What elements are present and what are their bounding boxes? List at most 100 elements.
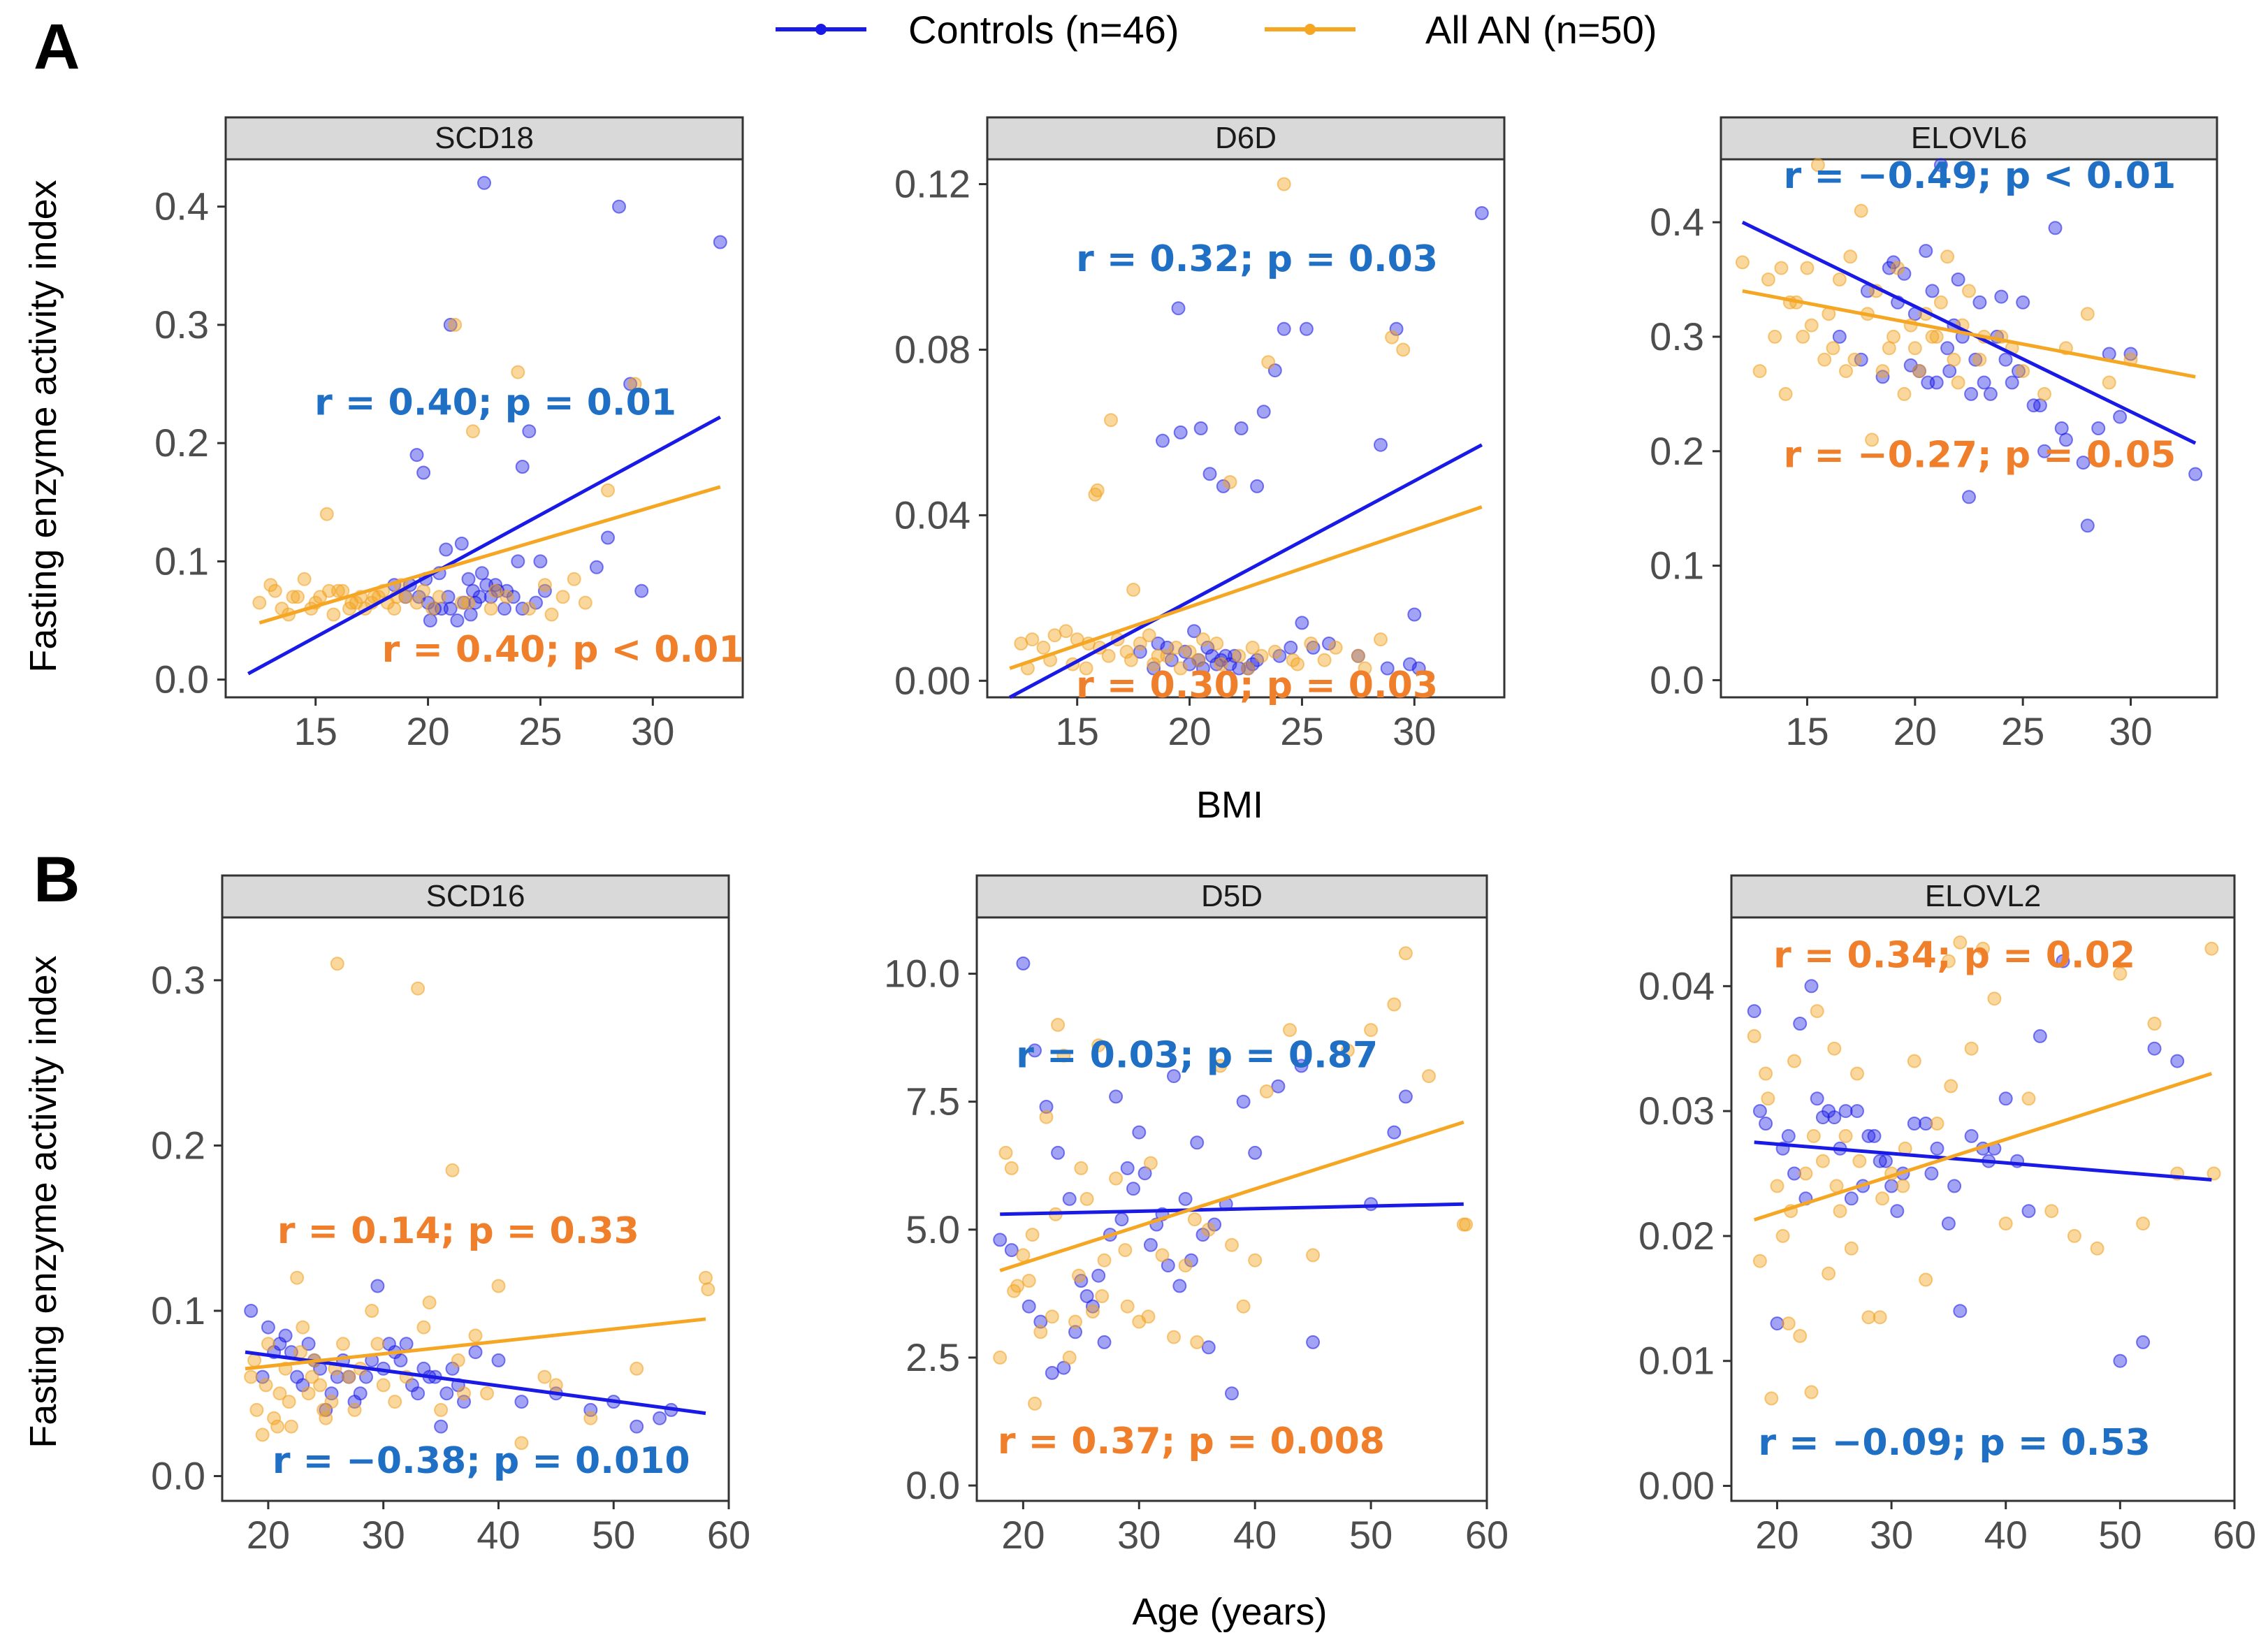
an-point	[1843, 249, 1858, 264]
an-point	[1865, 433, 1880, 447]
x-tick-label: 25	[2001, 709, 2044, 753]
an-fit-line-elovl6	[1742, 289, 2196, 379]
controls-point	[1850, 1104, 1864, 1119]
controls-point	[370, 1279, 385, 1293]
an-point	[1761, 273, 1775, 286]
an-point	[282, 1395, 296, 1409]
controls-point	[261, 1320, 275, 1335]
panels: SCD18 15 20 25 30 0.0 0.1 0.2 0.3 0.4 r = 0.40; p …	[151, 116, 2256, 1557]
an-point	[1798, 1166, 1813, 1181]
an-point	[1004, 1161, 1019, 1175]
an-point	[313, 1378, 328, 1393]
controls-point	[1172, 1279, 1187, 1293]
an-point	[1085, 1305, 1100, 1319]
y-tick-label: 0.4	[154, 184, 209, 228]
controls-point	[1039, 1100, 1054, 1114]
an-point	[1387, 997, 1402, 1012]
panel-title-elovl6: ELOVL6	[1911, 121, 2027, 155]
an-point	[1133, 637, 1147, 651]
controls-point	[1143, 1237, 1158, 1252]
an-point	[1245, 640, 1260, 655]
controls-fit-line-elovl2	[1754, 1140, 2212, 1182]
controls-point	[1080, 1289, 1094, 1303]
panel-strip-d6d	[986, 116, 1506, 161]
an-point	[537, 1370, 552, 1384]
an-point	[1822, 1266, 1836, 1281]
controls-point	[255, 1370, 270, 1384]
x-tick-label: 30	[362, 1513, 405, 1557]
an-point	[1039, 1110, 1054, 1124]
controls-point	[1380, 661, 1395, 676]
controls-point	[1147, 661, 1161, 676]
x-tick-label: 15	[1785, 709, 1829, 753]
y-tick-label: 0.02	[1638, 1214, 1715, 1258]
controls-point	[1294, 1059, 1309, 1073]
an-point	[2113, 966, 2128, 981]
controls-point	[1295, 616, 1309, 630]
an-point	[1259, 1084, 1274, 1098]
an-point	[1781, 1316, 1796, 1331]
an-point	[1912, 364, 1926, 379]
y-tick-label: 0.0	[154, 658, 209, 702]
plot-area-elovl6	[1720, 158, 2218, 699]
an-point	[2044, 1204, 2059, 1219]
controls-point	[244, 1304, 259, 1318]
controls-point	[1822, 1104, 1836, 1119]
an-point	[1833, 1204, 1847, 1219]
an-point	[388, 1395, 402, 1409]
controls-fit-line-d6d	[1009, 443, 1483, 699]
an-point	[330, 957, 344, 971]
controls-point	[2188, 467, 2203, 481]
controls-point	[1921, 375, 1935, 390]
an-point	[1340, 1043, 1355, 1058]
an-point	[2102, 375, 2116, 390]
an-point	[1213, 1059, 1228, 1073]
an-point	[1097, 1253, 1112, 1267]
an-point	[1195, 632, 1210, 647]
controls-fit-line-d5d	[1000, 1202, 1464, 1216]
controls-point	[511, 554, 525, 569]
an-point	[1072, 1268, 1086, 1283]
controls-point	[1878, 1154, 1893, 1168]
y-tick-label: 0.01	[1638, 1339, 1715, 1383]
controls-correlation-label: r = −0.09; p = 0.53	[1758, 1422, 2151, 1464]
an-point	[630, 1361, 644, 1376]
an-point	[342, 1370, 356, 1384]
an-point	[1062, 1350, 1077, 1365]
controls-point	[1109, 1089, 1124, 1104]
panel-letter-b: B	[34, 844, 80, 915]
an-point	[319, 1411, 333, 1425]
an-point	[291, 590, 305, 604]
an-point	[1191, 653, 1206, 667]
an-point	[1844, 1241, 1859, 1256]
an-point	[322, 583, 336, 598]
controls-point	[1942, 364, 1957, 379]
controls-point	[1364, 1197, 1379, 1212]
controls-point	[1884, 1179, 1899, 1193]
an-correlation-label: r = −0.27; p = 0.05	[1784, 435, 2176, 477]
an-fit-line-d5d	[999, 1120, 1464, 1272]
an-point	[434, 1402, 449, 1417]
controls-point	[1256, 405, 1271, 419]
an-correlation-label: r = 0.37; p = 0.008	[998, 1421, 1385, 1462]
controls-points-d5d	[993, 956, 1413, 1401]
legend: Controls (n=46) All AN (n=50)	[776, 8, 1657, 52]
controls-point	[1474, 206, 1489, 220]
x-tick-label: 25	[1280, 709, 1323, 753]
controls-point	[1277, 321, 1291, 336]
controls-point	[1097, 1335, 1112, 1349]
controls-point	[454, 537, 469, 551]
an-point	[701, 1282, 715, 1297]
an-point	[998, 1145, 1013, 1160]
controls-point	[1832, 329, 1847, 344]
an-point	[1804, 318, 1819, 333]
an-point	[1929, 329, 1944, 344]
controls-point	[653, 1411, 667, 1425]
an-point	[426, 602, 439, 616]
an-point	[1972, 352, 1987, 367]
an-fit-line-scd18	[259, 485, 721, 625]
controls-point	[1114, 1212, 1129, 1227]
an-point	[448, 317, 463, 332]
controls-point	[1216, 479, 1230, 493]
an-point	[1817, 352, 1832, 367]
